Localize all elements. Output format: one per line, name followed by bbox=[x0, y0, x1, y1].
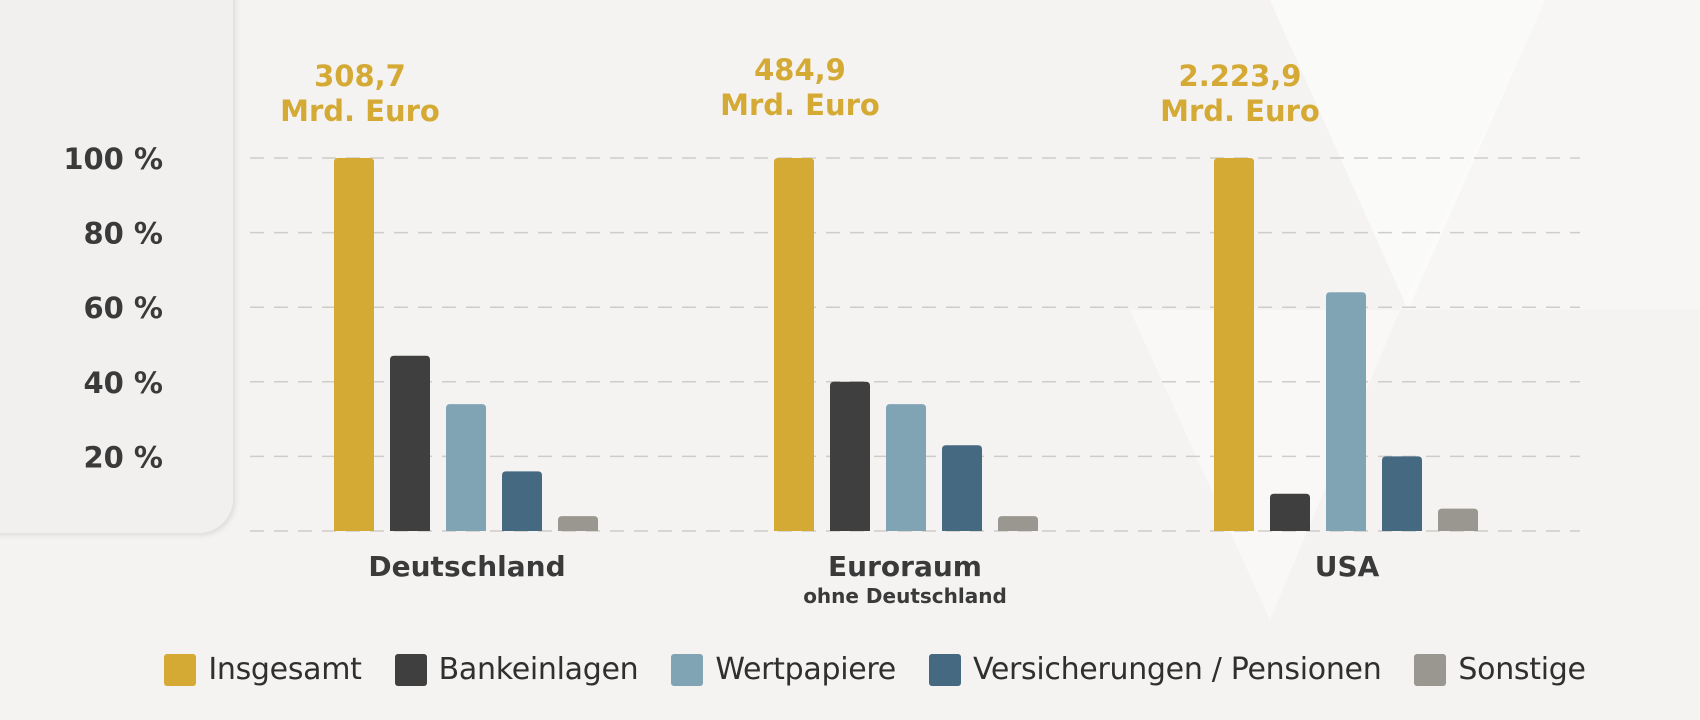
y-tick-label: 20 % bbox=[83, 440, 163, 474]
bar-chart: 100 % 80 % 60 % 40 % 20 % 308,7 Mrd. Euro 484,… bbox=[63, 53, 1580, 608]
y-tick-label: 40 % bbox=[83, 366, 163, 400]
bar-insgesamt bbox=[774, 158, 814, 531]
legend-label: Wertpapiere bbox=[715, 652, 896, 687]
legend-label: Versicherungen / Pensionen bbox=[972, 652, 1382, 687]
bar-sonstige bbox=[558, 516, 598, 531]
legend-item: Wertpapiere bbox=[671, 652, 896, 687]
total-label: 308,7 Mrd. Euro bbox=[280, 59, 440, 128]
category-label: USA bbox=[1315, 550, 1380, 583]
legend-swatch bbox=[671, 653, 704, 686]
legend-swatch bbox=[1414, 653, 1447, 686]
legend-item: Bankeinlagen bbox=[394, 652, 639, 687]
y-tick-label: 60 % bbox=[83, 291, 163, 325]
total-labels: 308,7 Mrd. Euro 484,9 Mrd. Euro 2.223,9 Mrd. … bbox=[280, 53, 1320, 128]
category-sublabel: ohne Deutschland bbox=[803, 584, 1007, 608]
legend-swatch bbox=[928, 653, 961, 686]
bar-bankeinlagen bbox=[1270, 493, 1310, 531]
bar-versicherungen-pensionen bbox=[1382, 456, 1422, 531]
y-tick-label: 100 % bbox=[63, 142, 163, 176]
legend-label: Sonstige bbox=[1458, 652, 1586, 687]
total-label: 2.223,9 Mrd. Euro bbox=[1160, 59, 1320, 128]
total-label: 484,9 Mrd. Euro bbox=[720, 53, 880, 122]
bar-insgesamt bbox=[1214, 158, 1254, 531]
bar-sonstige bbox=[998, 516, 1038, 531]
side-panel bbox=[0, 0, 233, 533]
bar-wertpapiere bbox=[446, 404, 486, 531]
bar-versicherungen-pensionen bbox=[502, 471, 542, 531]
legend-item: Versicherungen / Pensionen bbox=[928, 652, 1382, 687]
bars bbox=[334, 158, 1478, 531]
legend: Insgesamt Bankeinlagen Wertpapiere Versiche… bbox=[0, 652, 1700, 687]
y-axis-ticks: 100 % 80 % 60 % 40 % 20 % bbox=[63, 142, 163, 474]
category-label: Deutschland bbox=[368, 550, 565, 583]
legend-swatch bbox=[164, 653, 197, 686]
legend-label: Insgesamt bbox=[208, 652, 362, 687]
legend-item: Insgesamt bbox=[164, 652, 362, 687]
category-label: Euroraum bbox=[828, 550, 982, 583]
bar-versicherungen-pensionen bbox=[942, 445, 982, 531]
bar-wertpapiere bbox=[886, 404, 926, 531]
background-triangle bbox=[1270, 0, 1545, 310]
legend-swatch bbox=[394, 653, 427, 686]
bar-sonstige bbox=[1438, 508, 1478, 531]
legend-label: Bankeinlagen bbox=[438, 652, 639, 687]
bar-insgesamt bbox=[334, 158, 374, 531]
bar-bankeinlagen bbox=[390, 355, 430, 531]
legend-item: Sonstige bbox=[1414, 652, 1586, 687]
bar-wertpapiere bbox=[1326, 292, 1366, 531]
y-tick-label: 80 % bbox=[83, 217, 163, 251]
bar-bankeinlagen bbox=[830, 381, 870, 531]
